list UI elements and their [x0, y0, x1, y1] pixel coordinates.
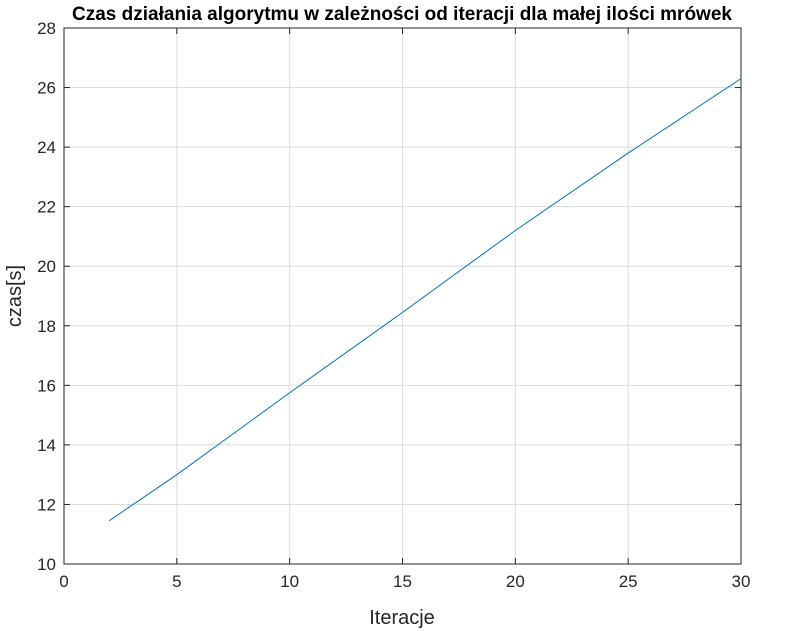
- y-tick-label: 16: [37, 376, 56, 395]
- y-tick-label: 20: [37, 257, 56, 276]
- y-tick-label: 28: [37, 19, 56, 38]
- y-tick-label: 22: [37, 198, 56, 217]
- y-tick-label: 18: [37, 317, 56, 336]
- x-tick-label: 0: [59, 572, 68, 591]
- y-tick-label: 24: [37, 138, 56, 157]
- y-tick-label: 14: [37, 436, 56, 455]
- y-tick-label: 10: [37, 555, 56, 574]
- x-tick-label: 15: [393, 572, 412, 591]
- x-tick-label: 5: [172, 572, 181, 591]
- series-line-0: [108, 78, 742, 522]
- x-tick-label: 25: [619, 572, 638, 591]
- x-tick-label: 10: [280, 572, 299, 591]
- x-tick-label: 30: [732, 572, 751, 591]
- x-axis-label: Iteracje: [369, 607, 435, 629]
- y-tick-label: 26: [37, 79, 56, 98]
- series-layer: [108, 78, 742, 522]
- axis-ticks: 0 5 10 15 20 25 30 10 12 14 16 18 20 22 24 26 28: [37, 19, 750, 591]
- y-axis-label: czas[s]: [4, 265, 26, 327]
- x-tick-label: 20: [506, 572, 525, 591]
- y-tick-label: 12: [37, 495, 56, 514]
- grid-lines: [64, 28, 741, 564]
- chart-title: Czas działania algorytmu w zależności od…: [72, 4, 732, 25]
